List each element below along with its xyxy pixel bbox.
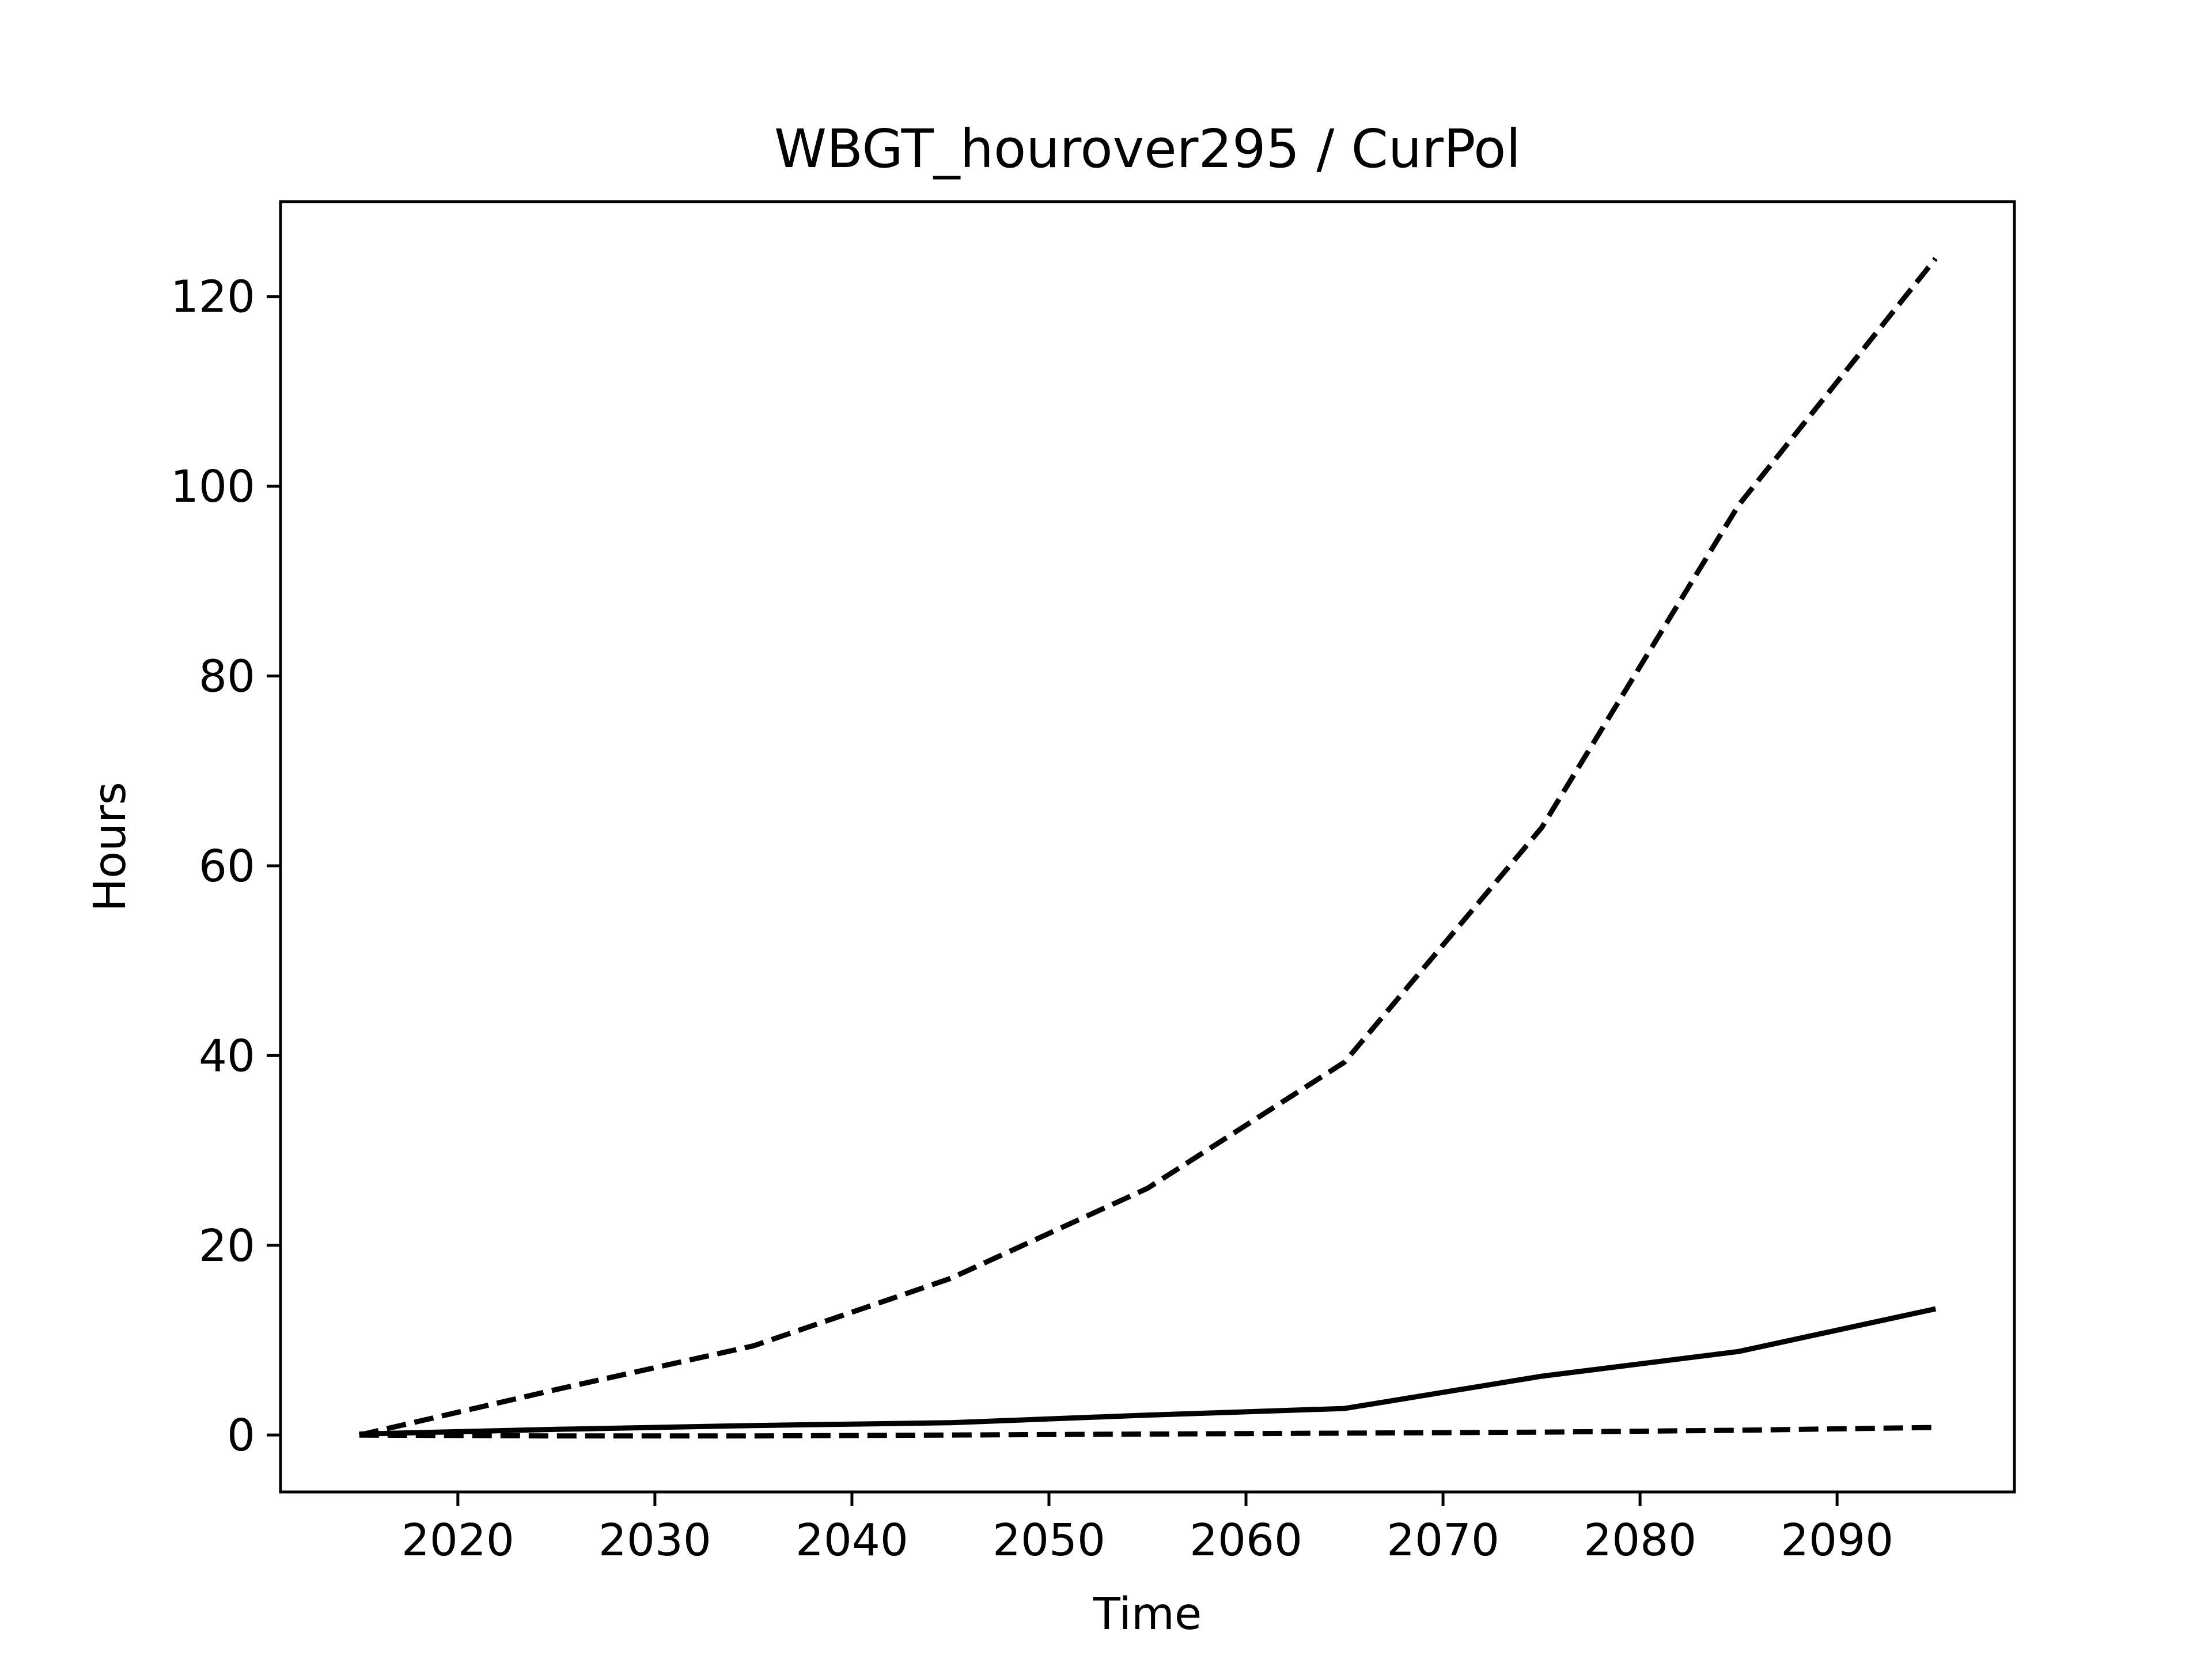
x-tick-label: 2080 — [1584, 1515, 1696, 1566]
x-tick-label: 2060 — [1190, 1515, 1302, 1566]
plot-frame — [279, 200, 2016, 1494]
series-line-1 — [358, 256, 1938, 1438]
y-tick-label: 80 — [199, 652, 255, 703]
y-tick-label: 120 — [171, 272, 255, 323]
y-tick-label: 20 — [199, 1221, 255, 1272]
series-line-3 — [359, 1425, 1936, 1439]
y-tick-label: 100 — [171, 461, 255, 513]
x-tick-label: 2070 — [1387, 1515, 1499, 1566]
x-axis-ticks: 2020 2030 2040 2050 2060 2070 2080 2090 — [402, 1492, 1893, 1566]
y-tick-label: 40 — [199, 1031, 255, 1082]
x-tick-label: 2090 — [1781, 1515, 1893, 1566]
y-tick-label: 60 — [199, 841, 255, 892]
x-tick-label: 2040 — [796, 1515, 908, 1566]
series-line-2 — [359, 1306, 1937, 1437]
x-tick-label: 2020 — [402, 1515, 514, 1566]
y-tick-label: 0 — [227, 1410, 255, 1461]
chart-title: WBGT_hourover295 / CurPol — [774, 118, 1521, 180]
x-tick-label: 2050 — [993, 1515, 1105, 1566]
series-layer — [358, 256, 1938, 1439]
y-axis-label: Hours — [85, 782, 136, 912]
x-axis-label: Time — [1093, 1589, 1202, 1640]
x-tick-label: 2030 — [599, 1515, 711, 1566]
y-axis-ticks: 0 20 40 60 80 100 120 — [171, 272, 281, 1461]
